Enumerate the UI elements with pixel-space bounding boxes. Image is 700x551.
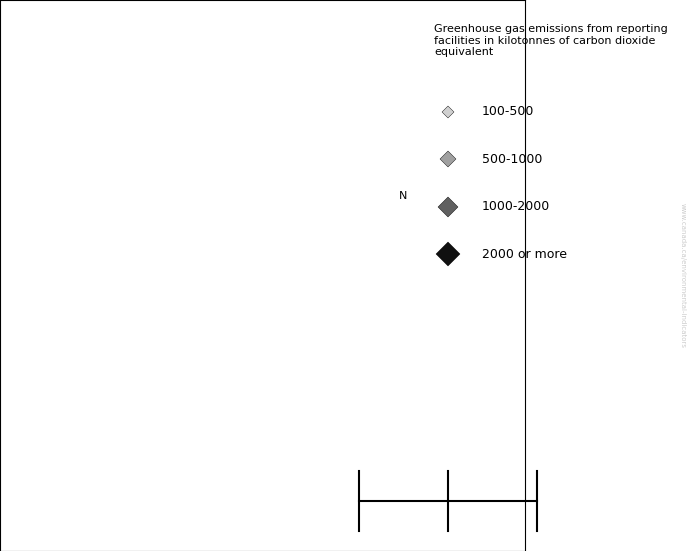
Text: 500-1000: 500-1000 bbox=[482, 153, 542, 166]
Text: Greenhouse gas emissions from reporting
facilities in kilotonnes of carbon dioxi: Greenhouse gas emissions from reporting … bbox=[434, 24, 668, 57]
Text: www.canada.ca/environmental-indicators: www.canada.ca/environmental-indicators bbox=[680, 203, 686, 348]
Text: 100-500: 100-500 bbox=[482, 105, 534, 118]
Text: 1000-2000: 1000-2000 bbox=[482, 200, 550, 213]
Text: N: N bbox=[399, 191, 407, 201]
Text: 2000 or more: 2000 or more bbox=[482, 248, 566, 261]
